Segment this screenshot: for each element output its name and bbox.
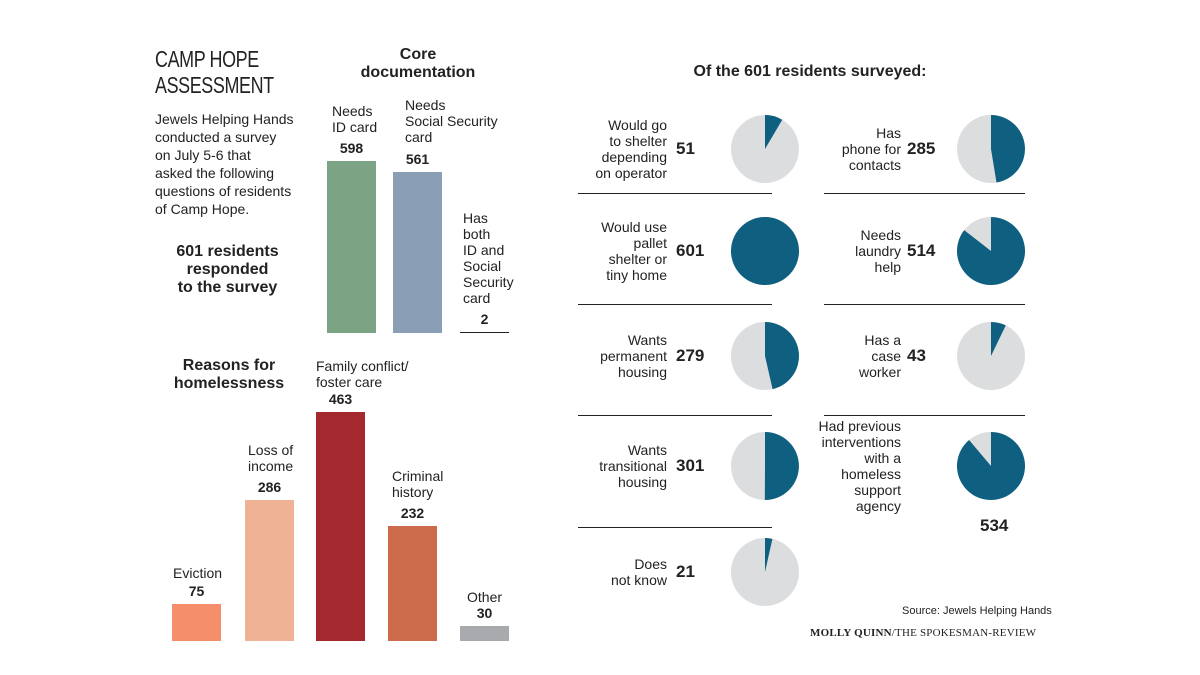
survey-value: 285 [907,139,936,158]
survey-pie [957,322,1025,390]
pie-slice [764,432,799,500]
core-doc-title: Core documentation [360,46,476,81]
survey-pie [957,217,1025,285]
reason-value: 75 [188,583,205,599]
pie-slice [991,115,1025,183]
credit-org: /THE SPOKESMAN-REVIEW [891,627,1037,639]
survey-label: Would use pallet shelter or tiny home [601,219,667,283]
core-doc-label-ssc: Needs Social Security card [405,97,498,145]
row-divider [824,304,1025,305]
survey-label: Does not know [610,556,667,588]
respondents-callout: 601 residents responded to the survey [176,243,279,296]
reason-label-eviction: Eviction [173,565,223,581]
row-divider [578,304,772,305]
reason-value: 463 [328,391,353,407]
survey-value: 279 [676,346,705,365]
survey-label: Wants permanent housing [600,332,667,380]
page-title: CAMP HOPE ASSESSMENT [155,46,274,98]
row-divider [824,193,1025,194]
survey-label: Has a case worker [858,332,901,380]
reason-label-other: Other [467,589,503,605]
survey-value: 301 [676,456,705,475]
source-note: Source: Jewels Helping Hands [902,605,1052,617]
credit-line: MOLLY QUINN/THE SPOKESMAN-REVIEW [810,627,1036,639]
survey-value: 534 [980,516,1009,535]
survey-value: 21 [676,562,695,581]
core-doc-bar [393,172,442,333]
survey-pie [957,115,1025,183]
survey-value: 601 [676,241,705,260]
reason-bar [460,626,509,641]
pie-slice [957,217,1025,285]
reason-value: 30 [476,605,493,621]
reasons-title: Reasons for homelessness [173,357,285,392]
survey-title: Of the 601 residents surveyed: [693,63,927,80]
core-doc-label-id: Needs ID card [332,103,378,135]
pie-slice [765,322,799,390]
reason-bar [172,604,221,641]
survey-label: Needs laundry help [855,227,901,275]
reason-label-criminal: Criminal history [392,468,444,500]
pie-slice [731,217,799,285]
pie-slice [765,538,773,572]
reason-bar [316,412,365,641]
core-doc-bar [460,332,509,333]
survey-value: 514 [907,241,936,260]
reason-bar [245,500,294,641]
row-divider [578,527,772,528]
pie-slice [991,322,1006,356]
core-doc-label-both: Has both ID and Social Security card [463,210,514,306]
survey-pie [731,217,799,285]
survey-pie [731,538,799,606]
survey-pie [957,432,1025,500]
row-divider [578,193,772,194]
row-divider [824,415,1025,416]
survey-pie [731,322,799,390]
reason-value: 286 [257,479,282,495]
core-doc-value: 2 [480,311,489,327]
reason-bar [388,526,437,641]
intro-text: Jewels Helping Hands conducted a survey … [155,111,294,217]
survey-label: Would go to shelter depending on operato… [595,117,667,181]
reason-value: 232 [400,505,425,521]
reason-label-income: Loss of income [248,442,294,474]
row-divider [578,415,772,416]
credit-name: MOLLY QUINN [810,627,892,639]
core-doc-value: 598 [339,140,364,156]
pie-slice [765,115,783,149]
core-doc-value: 561 [405,151,430,167]
pie-slice [957,432,1025,500]
core-doc-bar [327,161,376,333]
survey-value: 51 [676,139,695,158]
survey-value: 43 [907,346,926,365]
survey-label: Has phone for contacts [841,125,901,173]
survey-pie [731,115,799,183]
survey-label: Had previous interventions with a homele… [818,418,902,514]
survey-label: Wants transitional housing [599,442,667,490]
reason-label-family: Family conflict/ foster care [316,358,409,390]
survey-pie [731,432,799,500]
